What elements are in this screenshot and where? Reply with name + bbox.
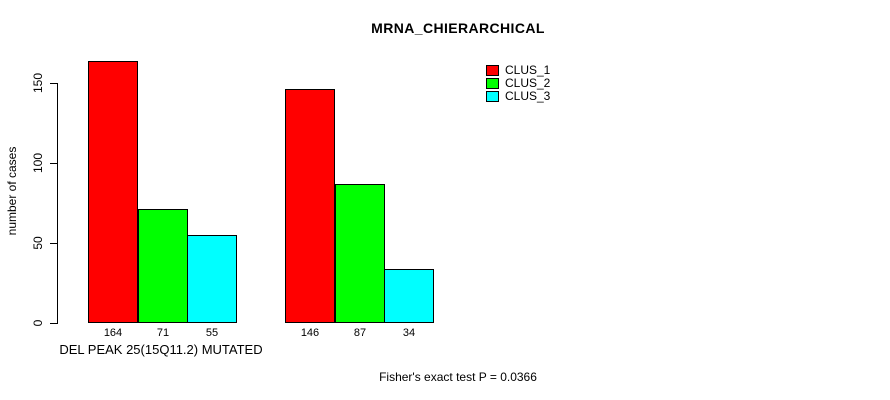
- legend-item-label: CLUS_2: [505, 76, 551, 90]
- bar-value-label: 87: [353, 327, 367, 339]
- y-tick: [50, 243, 58, 244]
- legend-swatch: [486, 65, 499, 76]
- legend: CLUS_1 CLUS_2 CLUS_3: [486, 64, 550, 103]
- bar-value-label: 71: [156, 327, 170, 339]
- legend-item-label: CLUS_3: [505, 89, 551, 103]
- y-tick: [50, 163, 58, 164]
- y-tick-label: 0: [31, 319, 45, 327]
- bar-value-label: 146: [300, 327, 320, 339]
- legend-swatch: [486, 78, 499, 89]
- chart-title: MRNA_CHIERARCHICAL: [371, 20, 545, 36]
- y-tick-label: 50: [31, 236, 45, 250]
- legend-item-clus_2: CLUS_2: [486, 77, 550, 90]
- bar-clus_1-group2: [285, 89, 335, 323]
- stat-annotation: Fisher's exact test P = 0.0366: [379, 370, 537, 384]
- y-tick-label: 100: [31, 152, 45, 174]
- bar-clus_2-group1: [138, 209, 188, 323]
- y-axis-label: number of cases: [5, 146, 19, 236]
- y-axis-line: [57, 83, 58, 324]
- legend-item-label: CLUS_1: [505, 63, 551, 77]
- y-tick: [50, 323, 58, 324]
- bar-value-label: 164: [103, 327, 123, 339]
- y-tick-label: 150: [31, 72, 45, 94]
- legend-item-clus_3: CLUS_3: [486, 90, 550, 103]
- bar-clus_3-group2: [384, 269, 434, 323]
- legend-item-clus_1: CLUS_1: [486, 64, 550, 77]
- bar-clus_1-group1: [88, 61, 138, 323]
- y-tick: [50, 83, 58, 84]
- bar-clus_2-group2: [335, 184, 385, 323]
- x-axis-label: DEL PEAK 25(15Q11.2) MUTATED: [59, 342, 263, 357]
- bar-value-label: 55: [205, 327, 219, 339]
- bar-value-label: 34: [402, 327, 416, 339]
- bar-clus_3-group1: [187, 235, 237, 323]
- legend-swatch: [486, 91, 499, 102]
